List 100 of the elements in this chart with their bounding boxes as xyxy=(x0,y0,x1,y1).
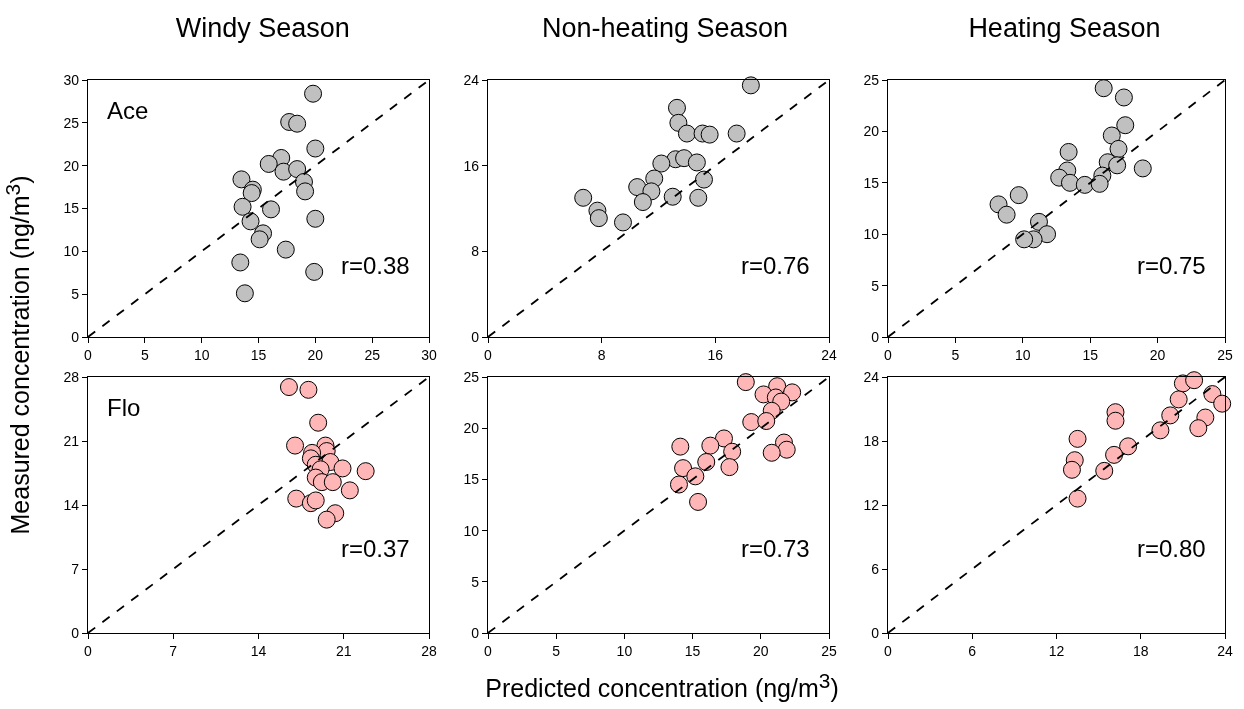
point xyxy=(652,154,671,173)
point xyxy=(1185,371,1204,390)
point xyxy=(305,262,324,281)
annotation: Flo xyxy=(107,394,141,421)
point xyxy=(1106,411,1125,430)
point xyxy=(720,458,739,477)
point xyxy=(235,284,254,303)
y-tick-label: 24 xyxy=(863,368,880,385)
annotation: r=0.73 xyxy=(741,535,810,562)
y-tick-label: 10 xyxy=(463,522,480,539)
point xyxy=(663,187,682,206)
point xyxy=(1108,156,1127,175)
point xyxy=(241,212,260,231)
x-tick-label: 0 xyxy=(484,347,493,363)
y-tick-label: 30 xyxy=(63,71,80,88)
y-tick-label: 18 xyxy=(863,432,880,449)
point xyxy=(667,98,686,117)
point xyxy=(997,205,1016,224)
y-tick-label: 28 xyxy=(63,368,80,385)
x-tick-label: 0 xyxy=(84,347,93,363)
y-tick-label: 0 xyxy=(871,328,880,345)
point xyxy=(757,412,776,431)
point xyxy=(286,436,305,455)
point xyxy=(299,380,318,399)
point xyxy=(689,188,708,207)
x-tick-label: 5 xyxy=(140,347,149,363)
y-tick-label: 0 xyxy=(471,624,480,641)
point xyxy=(727,124,746,143)
y-tick-label: 14 xyxy=(63,496,80,513)
point xyxy=(574,188,593,207)
y-tick-label: 20 xyxy=(463,420,480,437)
point xyxy=(306,139,325,158)
x-tick-label: 10 xyxy=(193,347,210,363)
y-tick-label: 5 xyxy=(471,573,480,590)
point xyxy=(1169,390,1188,409)
point xyxy=(613,213,632,232)
point xyxy=(701,436,720,455)
point xyxy=(242,184,261,203)
x-tick-label: 30 xyxy=(421,347,437,363)
point xyxy=(323,473,342,492)
point xyxy=(296,182,315,201)
point xyxy=(250,230,269,249)
point xyxy=(276,240,295,259)
point xyxy=(1059,142,1078,161)
point xyxy=(1151,421,1170,440)
point xyxy=(1133,159,1152,178)
x-tick-label: 28 xyxy=(421,643,437,659)
x-tick-label: 25 xyxy=(364,347,381,363)
point xyxy=(232,170,251,189)
point xyxy=(1189,419,1208,438)
point xyxy=(669,475,688,494)
point xyxy=(288,114,307,133)
x-tick-label: 20 xyxy=(307,347,324,363)
x-tick-label: 0 xyxy=(84,643,93,659)
x-tick-label: 20 xyxy=(1149,347,1166,363)
x-tick-label: 16 xyxy=(707,347,724,363)
x-tick-label: 0 xyxy=(884,347,893,363)
annotation: r=0.76 xyxy=(741,252,810,279)
point xyxy=(589,209,608,228)
y-tick-label: 0 xyxy=(71,328,80,345)
point xyxy=(356,462,375,481)
y-tick-label: 15 xyxy=(63,200,80,217)
y-tick-label: 12 xyxy=(863,496,880,513)
point xyxy=(306,209,325,228)
point xyxy=(741,76,760,95)
point xyxy=(1094,79,1113,98)
point xyxy=(689,492,708,511)
point xyxy=(700,125,719,144)
chart-title: Heating Season xyxy=(968,12,1161,43)
y-tick-label: 20 xyxy=(63,157,80,174)
y-tick-label: 6 xyxy=(871,560,880,577)
point xyxy=(1090,174,1109,193)
point xyxy=(1213,394,1232,413)
point xyxy=(1060,173,1079,192)
point xyxy=(259,154,278,173)
y-tick-label: 16 xyxy=(463,157,480,174)
x-tick-label: 0 xyxy=(884,643,893,659)
point xyxy=(1009,186,1028,205)
point xyxy=(633,193,652,212)
point xyxy=(1068,429,1087,448)
chart-title: Windy Season xyxy=(175,12,350,43)
point xyxy=(304,84,323,103)
point xyxy=(333,459,352,478)
y-tick-label: 25 xyxy=(463,368,480,385)
point xyxy=(287,489,306,508)
x-tick-label: 10 xyxy=(1015,347,1031,363)
y-tick-label: 0 xyxy=(71,624,80,641)
annotation: r=0.38 xyxy=(341,252,410,279)
point xyxy=(306,491,325,510)
x-tick-label: 24 xyxy=(1217,643,1233,659)
y-tick-label: 5 xyxy=(871,277,880,294)
x-tick-label: 24 xyxy=(821,347,837,363)
point xyxy=(677,124,696,143)
x-tick-label: 7 xyxy=(169,643,178,659)
x-tick-label: 25 xyxy=(821,643,837,659)
point xyxy=(233,197,252,216)
point xyxy=(1114,88,1133,107)
point xyxy=(671,437,690,456)
x-tick-label: 15 xyxy=(250,347,267,363)
point xyxy=(1038,225,1057,244)
